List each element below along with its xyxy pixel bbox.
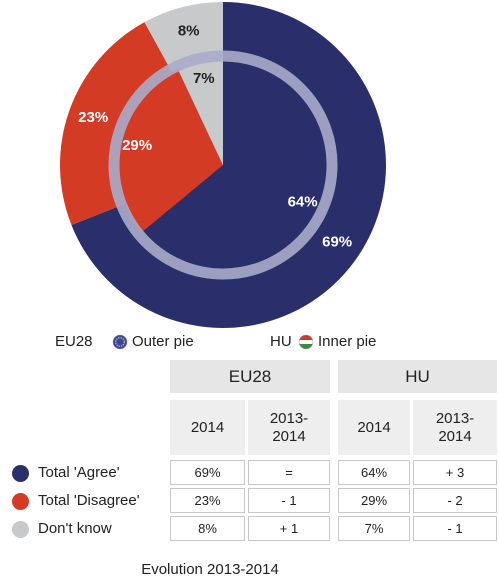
column-header: 2013-2014	[248, 400, 330, 455]
pie-labels: 69% 23% 8% 64% 29% 7%	[78, 22, 352, 250]
cell: - 1	[413, 516, 497, 541]
hu-flag	[298, 334, 314, 350]
group-header: HU	[338, 360, 497, 393]
pie-slice	[141, 59, 329, 271]
cell: + 1	[248, 516, 330, 541]
row-label: Don't know	[38, 520, 112, 537]
cell: =	[248, 460, 330, 485]
data-label: 29%	[122, 137, 152, 154]
cell: - 1	[248, 488, 330, 513]
data-label: 8%	[178, 22, 200, 39]
data-label: 69%	[322, 234, 352, 251]
cell: + 3	[413, 460, 497, 485]
row-label: Total 'Disagree'	[38, 492, 140, 509]
caption: Evolution 2013-2014	[141, 560, 279, 578]
ring	[108, 50, 338, 280]
legend-outer-name: EU28	[55, 333, 93, 350]
row-dot	[12, 493, 29, 510]
legend-inner-label: Inner pie	[318, 333, 376, 350]
cell: 23%	[170, 488, 245, 513]
cell: 69%	[170, 460, 245, 485]
pie-slice	[117, 69, 223, 233]
row-dot	[12, 465, 29, 482]
row-dot	[12, 521, 29, 538]
column-header: 2014	[338, 400, 410, 455]
data-label: 23%	[78, 109, 108, 126]
legend-outer-label: Outer pie	[132, 333, 194, 350]
row-label: Total 'Agree'	[38, 464, 120, 481]
column-header: 2013-2014	[413, 400, 497, 455]
eu-flag	[112, 334, 128, 350]
cell: 8%	[170, 516, 245, 541]
cell: 64%	[338, 460, 410, 485]
data-label: 64%	[288, 193, 318, 210]
column-header: 2014	[170, 400, 245, 455]
legend-inner-name: HU	[270, 333, 292, 350]
cell: 7%	[338, 516, 410, 541]
chart: 69% 23% 8% 64% 29% 7% EU28 Outer pie HU Inner…	[55, 2, 386, 350]
cell: 29%	[338, 488, 410, 513]
pie-slice	[177, 59, 223, 165]
data-label: 7%	[193, 70, 215, 87]
inner-pie	[117, 59, 329, 271]
group-header: EU28	[170, 360, 330, 393]
cell: - 2	[413, 488, 497, 513]
